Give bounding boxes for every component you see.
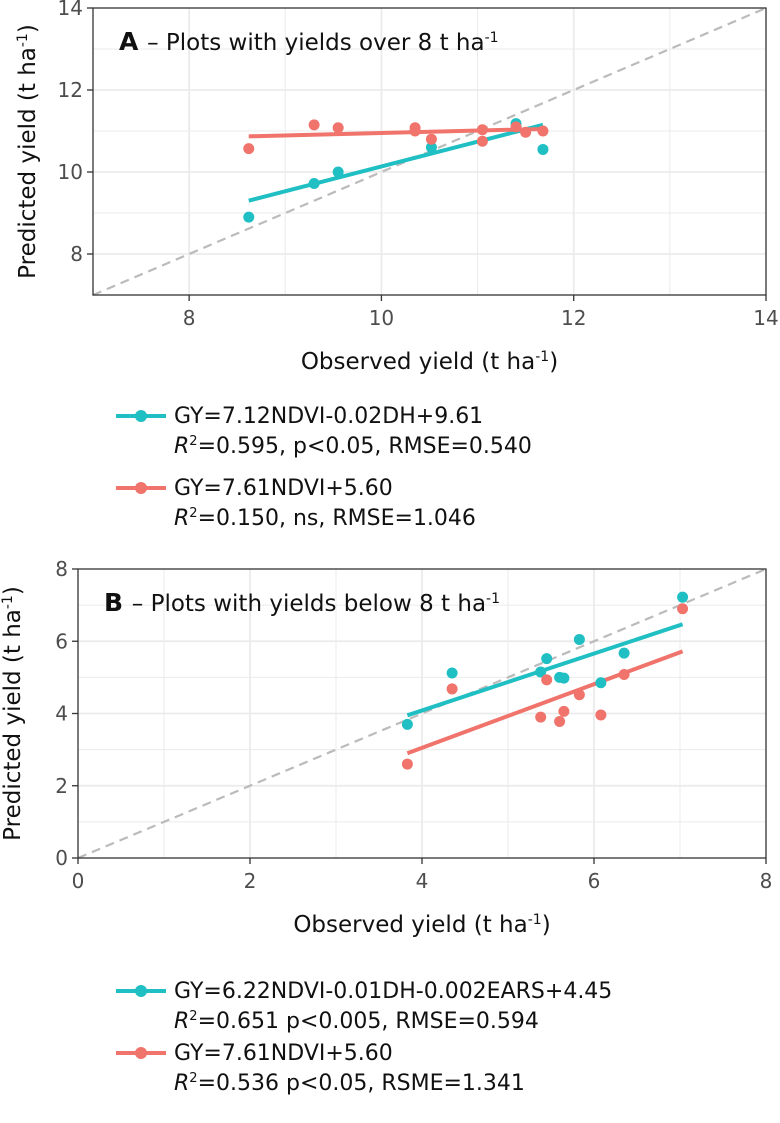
data-point-cyan — [308, 177, 320, 189]
x-tick-label: 8 — [760, 869, 773, 893]
data-point-cyan — [535, 666, 547, 678]
data-point-salmon — [595, 709, 607, 721]
data-point-salmon — [573, 689, 585, 701]
legend-key-point — [135, 482, 147, 494]
data-point-salmon — [446, 683, 458, 695]
y-axis-label: Predicted yield (t ha-1) — [0, 586, 26, 841]
identity-line — [77, 567, 767, 860]
y-tick-label: 10 — [58, 160, 83, 184]
data-point-salmon — [554, 715, 566, 727]
legend-equation: GY=6.22NDVI-0.01DH-0.002EARS+4.45 — [174, 979, 613, 1004]
y-axis-label: Predicted yield (t ha-1) — [15, 24, 41, 279]
panel-a: 8 10 12 14 8 10 12 14 Observed yield (t ha-1) Pre… — [15, 0, 779, 375]
data-point-salmon — [476, 124, 488, 136]
panel-title: A – Plots with yields over 8 t ha-1 — [119, 27, 499, 56]
data-point-cyan — [401, 718, 413, 730]
data-point-salmon — [537, 125, 549, 137]
data-point-salmon — [409, 125, 421, 137]
fit-line-cyan — [248, 122, 544, 203]
legend-entry-cyan: GY=7.12NDVI-0.02DH+9.61 R2=0.595, p<0.05… — [116, 402, 532, 462]
x-tick-label: 2 — [244, 869, 257, 893]
x-axis-label: Observed yield (t ha-1) — [301, 349, 558, 375]
y-tick-label: 4 — [55, 702, 68, 726]
data-point-salmon — [332, 122, 344, 134]
data-point-cyan — [618, 647, 630, 659]
data-point-cyan — [677, 591, 689, 603]
y-tick-label: 2 — [55, 774, 68, 798]
legend-key-point — [135, 985, 147, 997]
data-point-salmon — [510, 121, 522, 133]
y-tick-label: 12 — [58, 78, 83, 102]
data-point-cyan — [332, 166, 344, 178]
fit-line-salmon — [248, 126, 543, 139]
data-point-salmon — [243, 143, 255, 155]
data-point-cyan — [537, 143, 549, 155]
data-point-salmon — [618, 668, 630, 680]
data-point-salmon — [677, 603, 689, 615]
data-point-cyan — [595, 677, 607, 689]
fit-line-salmon — [406, 649, 684, 756]
legend-equation: GY=7.12NDVI-0.02DH+9.61 — [174, 404, 484, 429]
legend-entry-salmon: GY=7.61NDVI+5.60 R2=0.150, ns, RMSE=1.04… — [116, 474, 532, 534]
legend-panel-b: GY=6.22NDVI-0.01DH-0.002EARS+4.45 R2=0.6… — [116, 977, 612, 1099]
plot-border — [92, 7, 767, 296]
data-point-cyan — [573, 633, 585, 645]
x-tick-label: 10 — [369, 306, 394, 330]
legend-stats: R2=0.651 p<0.005, RMSE=0.594 — [174, 1009, 539, 1034]
data-point-cyan — [425, 141, 437, 153]
legend-entry-salmon: GY=7.61NDVI+5.60 R2=0.536 p<0.05, RSME=1… — [116, 1039, 612, 1099]
legend-equation: GY=7.61NDVI+5.60 — [174, 1041, 393, 1066]
y-tick-label: 0 — [55, 846, 68, 870]
legend-stats: R2=0.536 p<0.05, RSME=1.341 — [174, 1071, 525, 1096]
x-tick-label: 0 — [72, 869, 85, 893]
x-tick-label: 12 — [561, 306, 586, 330]
legend-key-point — [135, 410, 147, 422]
data-point-salmon — [535, 711, 547, 723]
data-point-cyan — [446, 667, 458, 679]
x-tick-label: 14 — [753, 306, 778, 330]
legend-key-point — [135, 1047, 147, 1059]
data-point-salmon — [401, 758, 413, 770]
panel-b: 0 2 4 6 8 0 2 4 6 8 Observed yield (t ha-1) Predict… — [0, 557, 772, 938]
legend-stats: R2=0.595, p<0.05, RMSE=0.540 — [174, 434, 532, 459]
data-point-salmon — [520, 126, 532, 138]
x-axis-label: Observed yield (t ha-1) — [293, 912, 550, 938]
data-point-salmon — [425, 133, 437, 145]
data-point-salmon — [558, 705, 570, 717]
y-tick-label: 14 — [58, 0, 83, 20]
x-tick-label: 4 — [416, 869, 429, 893]
data-point-salmon — [476, 135, 488, 147]
panel-title: B – Plots with yields below 8 t ha-1 — [104, 588, 500, 617]
legend-panel-a: GY=7.12NDVI-0.02DH+9.61 R2=0.595, p<0.05… — [116, 402, 532, 534]
data-point-cyan — [243, 211, 255, 223]
legend-stats: R2=0.150, ns, RMSE=1.046 — [174, 506, 476, 531]
y-tick-label: 6 — [55, 629, 68, 653]
data-point-salmon — [541, 674, 553, 686]
legend-equation: GY=7.61NDVI+5.60 — [174, 476, 393, 501]
y-tick-label: 8 — [70, 242, 83, 266]
data-point-salmon — [308, 119, 320, 131]
data-point-cyan — [541, 653, 553, 665]
x-tick-label: 8 — [183, 306, 196, 330]
y-tick-label: 8 — [55, 557, 68, 581]
x-tick-label: 6 — [588, 869, 601, 893]
legend-entry-cyan: GY=6.22NDVI-0.01DH-0.002EARS+4.45 R2=0.6… — [116, 977, 612, 1037]
data-point-cyan — [558, 672, 570, 684]
